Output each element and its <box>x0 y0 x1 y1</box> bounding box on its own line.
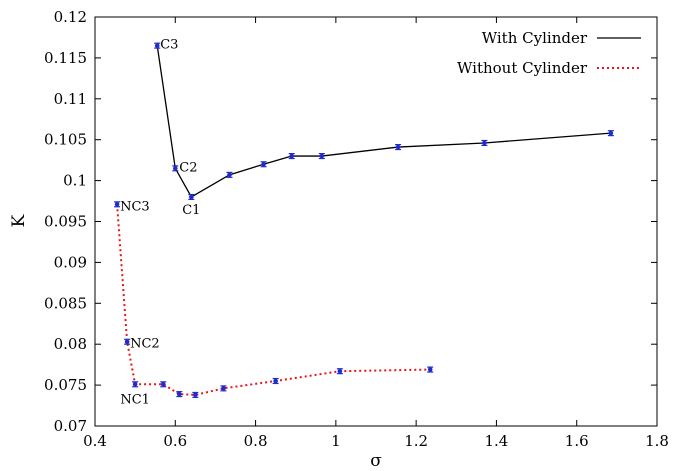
x-tick-label: 1.4 <box>484 432 508 450</box>
data-point <box>172 166 178 171</box>
data-point <box>227 172 232 178</box>
y-tick-label: 0.09 <box>54 253 87 271</box>
series-line-0 <box>156 45 611 198</box>
x-axis-label: σ <box>370 451 382 471</box>
y-tick-label: 0.08 <box>54 335 87 353</box>
point-label-nc1: NC1 <box>120 392 150 407</box>
data-point <box>427 367 433 372</box>
point-label-c2: C2 <box>179 160 197 175</box>
data-point <box>289 153 295 159</box>
ticks: 0.4 0.6 0.8 1 1.2 1.4 1.6 1.8 0.07 0.075 0.08 0.085… <box>44 8 669 450</box>
y-tick-label: 0.12 <box>54 8 87 26</box>
data-point <box>160 381 166 387</box>
x-tick-label: 1.2 <box>404 432 428 450</box>
data-point <box>395 144 401 150</box>
y-tick-label: 0.1 <box>63 172 87 190</box>
x-tick-label: 1.8 <box>645 432 669 450</box>
y-tick-label: 0.11 <box>54 90 87 108</box>
series-line-1 <box>116 204 431 396</box>
x-tick-label: 0.4 <box>83 432 107 450</box>
point-label-c3: C3 <box>160 38 178 53</box>
y-tick-label: 0.105 <box>44 131 87 149</box>
point-label-nc2: NC2 <box>130 337 160 352</box>
legend-label-with-cylinder: With Cylinder <box>482 29 588 47</box>
point-label-nc3: NC3 <box>120 199 150 214</box>
point-label-c1: C1 <box>182 203 200 218</box>
y-tick-label: 0.075 <box>44 376 87 394</box>
data-point <box>189 194 194 200</box>
series-layer: C3 C2 C1 NC3 NC2 NC1 <box>114 38 614 407</box>
data-point <box>177 391 182 397</box>
data-point <box>482 140 487 146</box>
data-point <box>319 153 325 159</box>
data-point <box>154 43 160 48</box>
y-tick-label: 0.095 <box>44 213 87 231</box>
data-point <box>114 202 120 207</box>
data-point <box>273 378 278 384</box>
plot-frame <box>94 16 658 427</box>
x-tick-label: 1.6 <box>565 432 589 450</box>
data-point <box>132 381 138 387</box>
legend: With Cylinder Without Cylinder <box>457 29 641 77</box>
y-axis-label: K <box>9 214 29 227</box>
y-tick-label: 0.07 <box>54 417 87 435</box>
data-point <box>193 392 198 398</box>
y-tick-label: 0.085 <box>44 294 87 312</box>
x-tick-label: 1 <box>331 432 341 450</box>
data-point <box>337 368 343 374</box>
data-point <box>608 130 614 136</box>
data-point <box>261 161 266 167</box>
legend-label-without-cylinder: Without Cylinder <box>457 59 588 77</box>
data-point <box>124 339 130 345</box>
x-tick-label: 0.8 <box>244 432 268 450</box>
data-point <box>221 386 226 391</box>
x-tick-label: 0.6 <box>163 432 187 450</box>
y-tick-label: 0.115 <box>44 49 87 67</box>
